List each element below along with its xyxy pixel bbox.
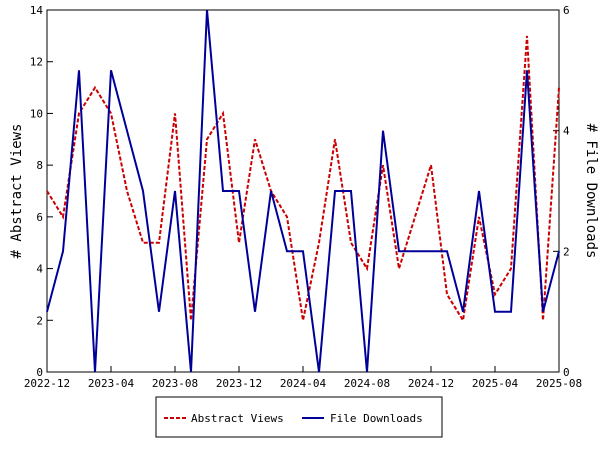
x-axis: 2022-12 2023-04 2023-08 2023-12 2024-04 2024-… [24,366,582,390]
x-tick-label: 2022-12 [24,377,70,390]
y2-axis-title: # File Downloads [583,124,599,259]
y-tick-label: 6 [36,211,43,224]
y-tick-label: 14 [30,4,44,17]
y-axis-left: 0 2 4 6 8 10 12 14 [30,4,53,379]
y2-tick-label: 2 [563,245,570,258]
series-layer [46,9,560,373]
x-tick-label: 2025-08 [536,377,582,390]
y-axis-title: # Abstract Views [9,124,25,259]
x-tick-label: 2024-08 [344,377,390,390]
x-tick-label: 2023-04 [88,377,135,390]
y-tick-label: 12 [30,56,43,69]
legend: Abstract Views File Downloads [155,396,443,438]
x-tick-label: 2023-12 [216,377,262,390]
legend-frame [155,396,443,438]
y-tick-label: 0 [36,366,43,379]
y-tick-label: 2 [36,314,43,327]
series-line-file-downloads [46,9,560,373]
y-tick-label: 4 [36,263,43,276]
x-tick-label: 2024-04 [280,377,327,390]
x-tick-label: 2024-12 [408,377,454,390]
x-tick-label: 2023-08 [152,377,198,390]
y-tick-label: 8 [36,159,43,172]
legend-label-file-downloads: File Downloads [330,412,423,425]
y2-tick-label: 4 [563,125,570,138]
y-axis-right: 0 2 4 6 [553,4,570,379]
series-line-abstract-views [46,35,560,324]
y2-tick-label: 6 [563,4,570,17]
legend-label-abstract-views: Abstract Views [191,412,284,425]
y-tick-label: 10 [30,107,43,120]
x-tick-label: 2025-04 [472,377,519,390]
y2-tick-label: 0 [563,366,570,379]
